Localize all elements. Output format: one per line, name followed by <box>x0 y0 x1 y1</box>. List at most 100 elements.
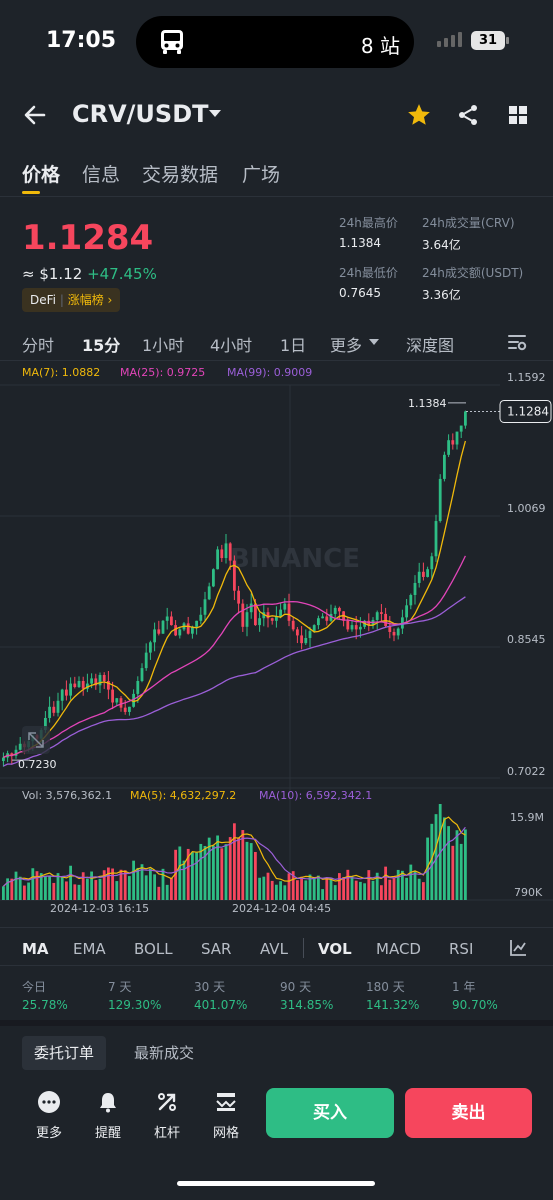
candle-body <box>233 560 236 591</box>
candle-body <box>48 706 51 718</box>
vol-usdt-value: 3.36亿 <box>422 288 461 302</box>
indicator-sar[interactable]: SAR <box>201 940 232 958</box>
candle-body <box>308 631 312 638</box>
candle-body <box>388 625 392 632</box>
indicator-ema[interactable]: EMA <box>73 940 106 958</box>
volume-bar <box>18 876 22 900</box>
period-value-180d: 141.32% <box>366 998 420 1012</box>
volume-bar <box>149 868 152 900</box>
indicator-settings-icon[interactable] <box>508 938 528 958</box>
candle-body <box>224 543 228 559</box>
candle-body <box>354 625 358 630</box>
tab-trade-data[interactable]: 交易数据 <box>142 164 219 186</box>
tab-recent-trades[interactable]: 最新成交 <box>134 1044 195 1062</box>
x-tick-1: 2024-12-03 16:15 <box>50 902 150 915</box>
alert-label: 提醒 <box>94 1126 121 1141</box>
pair-title[interactable]: CRV/USDT <box>72 100 209 128</box>
vol-legend: Vol: 3,576,362.1 <box>22 789 113 802</box>
volume-bar <box>249 843 253 900</box>
indicator-rsi[interactable]: RSI <box>449 940 474 958</box>
tab-open-orders[interactable]: 委托订单 <box>22 1036 107 1070</box>
volume-bar <box>128 876 131 900</box>
interval-1d[interactable]: 1日 <box>280 336 307 355</box>
volume-bar <box>464 829 467 900</box>
indicator-vol[interactable]: VOL <box>318 940 352 958</box>
candle-body <box>81 680 85 689</box>
volume-bar <box>165 884 169 900</box>
volume-bar <box>35 871 39 900</box>
tab-square[interactable]: 广场 <box>242 164 281 186</box>
volume-bar <box>86 878 89 900</box>
back-arrow-icon[interactable] <box>22 102 48 128</box>
candle-body <box>44 717 47 731</box>
volume-bar <box>115 881 119 900</box>
volume-bar <box>237 837 240 900</box>
candle-body <box>107 680 110 690</box>
volume-bar <box>304 880 308 900</box>
candle-body <box>94 678 98 686</box>
candle-body <box>283 603 287 610</box>
grid-bot-icon[interactable] <box>214 1090 238 1114</box>
candle-body <box>275 616 278 621</box>
volume-bar <box>140 864 144 900</box>
volume-bar <box>73 884 77 900</box>
tab-info[interactable]: 信息 <box>82 164 121 186</box>
home-indicator <box>177 1181 375 1186</box>
interval-more[interactable]: 更多 <box>330 336 363 355</box>
interval-line[interactable]: 分时 <box>22 336 55 355</box>
candle-body <box>144 652 148 669</box>
chart-divider <box>0 927 553 928</box>
chevron-down-icon[interactable] <box>209 110 221 117</box>
indicator-ma[interactable]: MA <box>22 940 49 958</box>
ma25-legend: MA(25): 0.9725 <box>120 366 206 379</box>
candle-body <box>98 674 102 686</box>
volume-bar <box>258 877 261 900</box>
star-icon[interactable] <box>406 102 432 128</box>
volume-bar <box>350 876 354 900</box>
candle-body <box>186 623 190 634</box>
candle-body <box>207 586 211 600</box>
volume-bar <box>123 870 127 900</box>
candle-body <box>86 683 89 689</box>
volume-bar <box>44 876 47 900</box>
chart-settings-icon[interactable] <box>506 331 528 353</box>
leverage-icon[interactable] <box>155 1090 179 1114</box>
interval-4h[interactable]: 4小时 <box>210 336 253 355</box>
volume-bar <box>27 882 30 900</box>
volume-bar <box>216 835 219 900</box>
category-tag[interactable]: DeFi | 涨幅榜 › <box>22 288 121 312</box>
volume-bar <box>195 852 198 900</box>
tab-price[interactable]: 价格 <box>22 164 61 186</box>
volume-bar <box>157 886 161 900</box>
indicator-boll[interactable]: BOLL <box>134 940 173 958</box>
sell-button[interactable]: 卖出 <box>405 1088 532 1138</box>
volume-bar <box>107 867 110 900</box>
more-icon[interactable] <box>37 1090 61 1114</box>
tab-active-indicator <box>22 191 40 194</box>
interval-1h[interactable]: 1小时 <box>142 336 185 355</box>
x-tick-2: 2024-12-04 04:45 <box>232 902 332 915</box>
volume-bar <box>144 875 148 900</box>
y-tick-1: 1.1592 <box>507 371 546 384</box>
candle-body <box>174 625 177 636</box>
interval-15m[interactable]: 15分 <box>82 336 121 355</box>
interval-depth[interactable]: 深度图 <box>406 336 455 355</box>
volume-bar <box>6 878 9 900</box>
candle-body <box>455 431 459 445</box>
volume-bar <box>300 876 303 900</box>
candle-body <box>459 425 463 432</box>
indicator-macd[interactable]: MACD <box>376 940 421 958</box>
share-icon[interactable] <box>456 103 480 127</box>
price-chart[interactable]: BINANCE 1.1384 1.1284 0.7230 <box>0 370 553 920</box>
volume-bar <box>39 873 43 900</box>
dynamic-island: 8 站 <box>136 16 414 68</box>
indicator-avl[interactable]: AVL <box>260 940 288 958</box>
volume-bar <box>388 879 392 900</box>
grid-menu-icon[interactable] <box>506 103 530 127</box>
buy-button[interactable]: 买入 <box>266 1088 394 1138</box>
candle-body <box>409 595 413 606</box>
bell-icon[interactable] <box>96 1090 120 1114</box>
tag-category: DeFi <box>30 293 56 307</box>
candle-body <box>241 603 245 627</box>
volume-bar <box>224 844 228 900</box>
